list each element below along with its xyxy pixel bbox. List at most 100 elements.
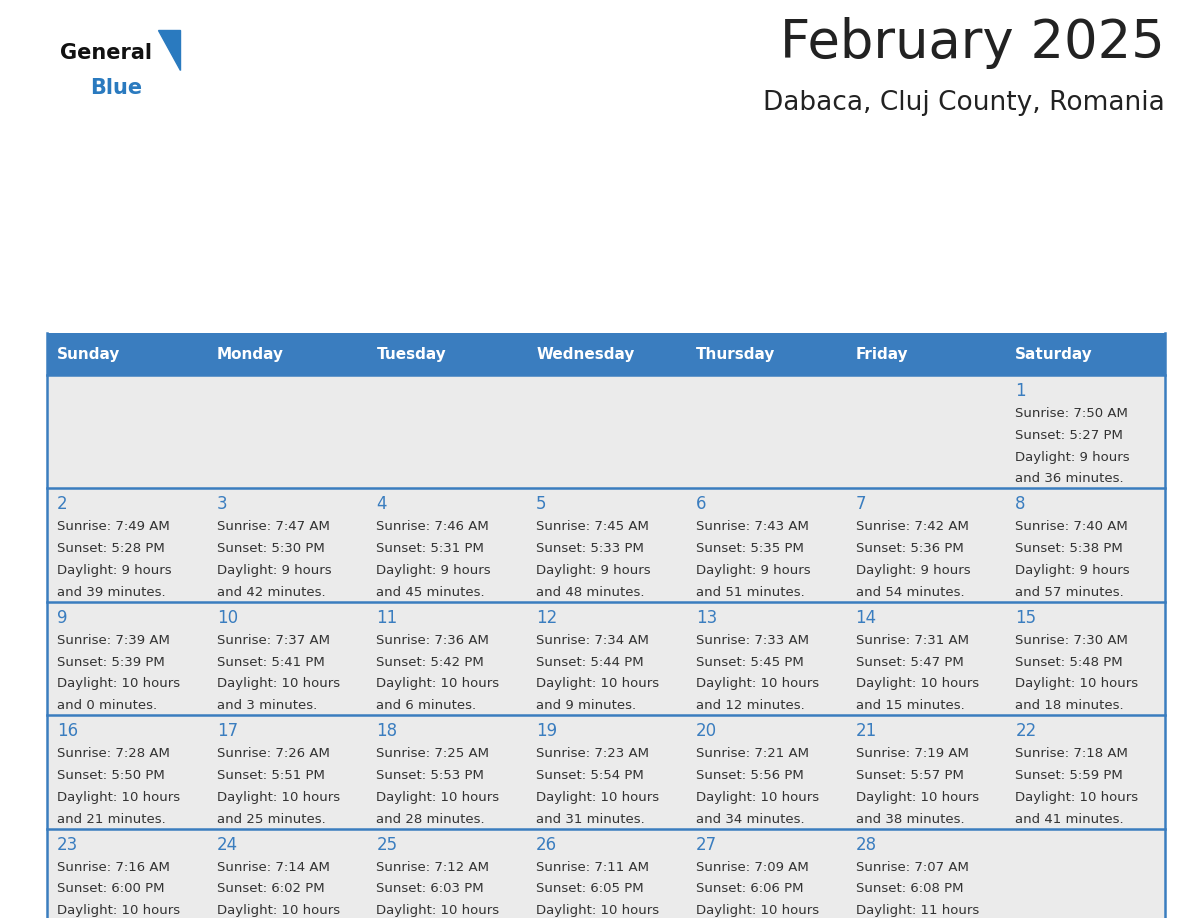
Bar <box>846 829 1005 918</box>
Bar <box>526 602 685 715</box>
Text: 20: 20 <box>696 722 718 740</box>
Text: Daylight: 10 hours: Daylight: 10 hours <box>696 904 819 917</box>
Text: and 18 minutes.: and 18 minutes. <box>1016 700 1124 712</box>
Text: Sunrise: 7:23 AM: Sunrise: 7:23 AM <box>536 747 649 760</box>
Text: Sunset: 5:33 PM: Sunset: 5:33 PM <box>536 543 644 555</box>
Text: Sunset: 5:42 PM: Sunset: 5:42 PM <box>377 655 485 668</box>
Text: Sunset: 5:57 PM: Sunset: 5:57 PM <box>855 769 963 782</box>
Text: and 28 minutes.: and 28 minutes. <box>377 812 485 825</box>
Text: Daylight: 10 hours: Daylight: 10 hours <box>57 790 181 804</box>
Text: Daylight: 9 hours: Daylight: 9 hours <box>216 564 331 577</box>
Bar <box>685 375 846 488</box>
Bar <box>366 375 526 488</box>
Text: 7: 7 <box>855 496 866 513</box>
Text: Tuesday: Tuesday <box>377 346 447 362</box>
Text: Daylight: 9 hours: Daylight: 9 hours <box>57 564 171 577</box>
Bar <box>207 375 366 488</box>
Text: Sunset: 5:59 PM: Sunset: 5:59 PM <box>1016 769 1123 782</box>
Text: February 2025: February 2025 <box>781 17 1165 69</box>
Bar <box>846 375 1005 488</box>
Text: 12: 12 <box>536 609 557 627</box>
Text: 5: 5 <box>536 496 546 513</box>
Bar <box>207 829 366 918</box>
Text: Daylight: 10 hours: Daylight: 10 hours <box>216 677 340 690</box>
Text: Sunrise: 7:31 AM: Sunrise: 7:31 AM <box>855 633 968 647</box>
Text: Sunrise: 7:50 AM: Sunrise: 7:50 AM <box>1016 407 1129 420</box>
Text: 22: 22 <box>1016 722 1037 740</box>
Text: Thursday: Thursday <box>696 346 776 362</box>
Text: Daylight: 10 hours: Daylight: 10 hours <box>216 790 340 804</box>
Text: Sunset: 5:31 PM: Sunset: 5:31 PM <box>377 543 485 555</box>
Text: Saturday: Saturday <box>1016 346 1093 362</box>
Bar <box>207 715 366 829</box>
Text: Sunrise: 7:39 AM: Sunrise: 7:39 AM <box>57 633 170 647</box>
Text: Sunset: 5:51 PM: Sunset: 5:51 PM <box>216 769 324 782</box>
Text: Sunset: 5:28 PM: Sunset: 5:28 PM <box>57 543 165 555</box>
Text: and 25 minutes.: and 25 minutes. <box>216 812 326 825</box>
Text: Dabaca, Cluj County, Romania: Dabaca, Cluj County, Romania <box>763 90 1165 116</box>
Bar <box>1005 715 1165 829</box>
Text: 18: 18 <box>377 722 398 740</box>
Bar <box>685 715 846 829</box>
Text: Monday: Monday <box>216 346 284 362</box>
Text: 9: 9 <box>57 609 68 627</box>
Text: and 34 minutes.: and 34 minutes. <box>696 812 804 825</box>
Text: Daylight: 10 hours: Daylight: 10 hours <box>377 904 499 917</box>
Text: Sunrise: 7:49 AM: Sunrise: 7:49 AM <box>57 521 170 533</box>
Text: Sunset: 5:38 PM: Sunset: 5:38 PM <box>1016 543 1123 555</box>
Text: Daylight: 10 hours: Daylight: 10 hours <box>1016 790 1138 804</box>
Text: Daylight: 10 hours: Daylight: 10 hours <box>57 677 181 690</box>
Bar <box>1005 829 1165 918</box>
Text: Sunrise: 7:47 AM: Sunrise: 7:47 AM <box>216 521 329 533</box>
Text: 27: 27 <box>696 835 718 854</box>
Text: Sunrise: 7:11 AM: Sunrise: 7:11 AM <box>536 860 649 874</box>
Text: 15: 15 <box>1016 609 1036 627</box>
Bar <box>48 375 207 488</box>
Text: Sunset: 5:56 PM: Sunset: 5:56 PM <box>696 769 803 782</box>
Text: Sunrise: 7:28 AM: Sunrise: 7:28 AM <box>57 747 170 760</box>
Bar <box>685 602 846 715</box>
Text: Sunset: 5:48 PM: Sunset: 5:48 PM <box>1016 655 1123 668</box>
Text: Sunrise: 7:37 AM: Sunrise: 7:37 AM <box>216 633 330 647</box>
Text: Sunset: 6:05 PM: Sunset: 6:05 PM <box>536 882 644 895</box>
Text: Sunset: 5:41 PM: Sunset: 5:41 PM <box>216 655 324 668</box>
Text: 11: 11 <box>377 609 398 627</box>
Text: and 38 minutes.: and 38 minutes. <box>855 812 965 825</box>
Text: Sunrise: 7:09 AM: Sunrise: 7:09 AM <box>696 860 809 874</box>
Text: Sunrise: 7:14 AM: Sunrise: 7:14 AM <box>216 860 329 874</box>
Text: Sunset: 6:03 PM: Sunset: 6:03 PM <box>377 882 484 895</box>
Text: and 42 minutes.: and 42 minutes. <box>216 586 326 599</box>
Text: Daylight: 9 hours: Daylight: 9 hours <box>377 564 491 577</box>
Bar <box>207 488 366 602</box>
Text: Daylight: 10 hours: Daylight: 10 hours <box>377 790 499 804</box>
Text: 6: 6 <box>696 496 707 513</box>
Text: Sunset: 6:00 PM: Sunset: 6:00 PM <box>57 882 164 895</box>
Bar <box>685 333 846 375</box>
Text: Sunset: 6:08 PM: Sunset: 6:08 PM <box>855 882 963 895</box>
Text: Daylight: 9 hours: Daylight: 9 hours <box>855 564 971 577</box>
Text: and 0 minutes.: and 0 minutes. <box>57 700 157 712</box>
Text: Daylight: 10 hours: Daylight: 10 hours <box>57 904 181 917</box>
Text: Sunset: 5:53 PM: Sunset: 5:53 PM <box>377 769 485 782</box>
Bar <box>366 602 526 715</box>
Text: Sunrise: 7:45 AM: Sunrise: 7:45 AM <box>536 521 649 533</box>
Text: Sunset: 5:54 PM: Sunset: 5:54 PM <box>536 769 644 782</box>
Text: 21: 21 <box>855 722 877 740</box>
Text: Sunrise: 7:36 AM: Sunrise: 7:36 AM <box>377 633 489 647</box>
Text: Daylight: 10 hours: Daylight: 10 hours <box>855 790 979 804</box>
Bar <box>48 488 207 602</box>
Text: and 48 minutes.: and 48 minutes. <box>536 586 645 599</box>
Bar <box>685 488 846 602</box>
Text: 25: 25 <box>377 835 398 854</box>
Bar <box>207 602 366 715</box>
Text: Sunrise: 7:42 AM: Sunrise: 7:42 AM <box>855 521 968 533</box>
Text: Daylight: 10 hours: Daylight: 10 hours <box>696 677 819 690</box>
Text: Sunrise: 7:30 AM: Sunrise: 7:30 AM <box>1016 633 1129 647</box>
Text: 16: 16 <box>57 722 78 740</box>
Text: and 6 minutes.: and 6 minutes. <box>377 700 476 712</box>
Text: and 54 minutes.: and 54 minutes. <box>855 586 965 599</box>
Bar <box>48 602 207 715</box>
Text: Sunrise: 7:18 AM: Sunrise: 7:18 AM <box>1016 747 1129 760</box>
Bar <box>48 829 207 918</box>
Text: 4: 4 <box>377 496 387 513</box>
